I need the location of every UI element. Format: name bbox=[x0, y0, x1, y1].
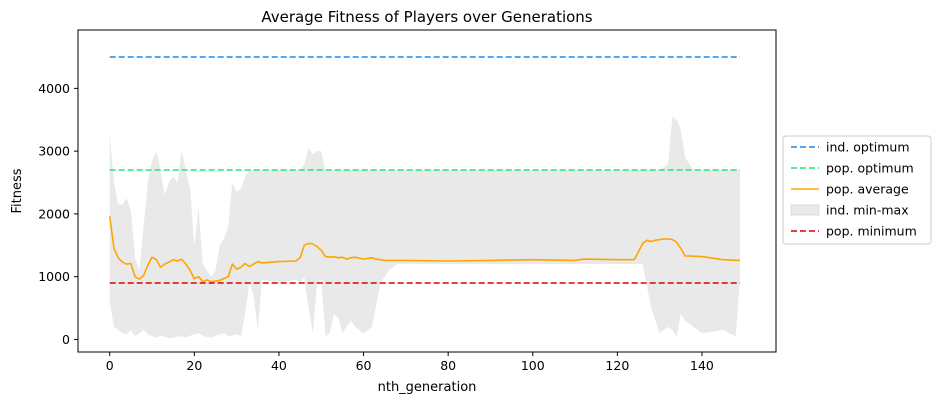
legend-swatch bbox=[790, 204, 820, 216]
y-axis: 0 1000 2000 3000 4000 bbox=[38, 81, 78, 347]
x-axis-label: nth_generation bbox=[378, 380, 477, 395]
series-ind-min-max-band bbox=[109, 116, 740, 339]
legend-label: ind. optimum bbox=[826, 140, 910, 155]
legend-item-ind-optimum: ind. optimum bbox=[791, 140, 910, 155]
y-tick-label: 3000 bbox=[38, 144, 70, 159]
legend: ind. optimum pop. optimum pop. average ind.… bbox=[782, 135, 932, 245]
legend-label: pop. average bbox=[826, 182, 909, 197]
plot-area bbox=[77, 29, 777, 353]
x-tick-label: 120 bbox=[605, 358, 629, 373]
x-tick-label: 140 bbox=[690, 358, 714, 373]
x-tick-label: 100 bbox=[521, 358, 545, 373]
legend-item-pop-optimum: pop. optimum bbox=[791, 161, 914, 176]
y-tick-label: 2000 bbox=[38, 206, 70, 221]
x-tick-label: 40 bbox=[271, 358, 287, 373]
y-tick-label: 4000 bbox=[38, 81, 70, 96]
legend-item-ind-min-max: ind. min-max bbox=[790, 203, 909, 218]
x-tick-label: 20 bbox=[186, 358, 202, 373]
legend-frame bbox=[782, 135, 932, 245]
x-tick-label: 60 bbox=[356, 358, 372, 373]
legend-label: ind. min-max bbox=[826, 203, 909, 218]
legend-label: pop. minimum bbox=[826, 224, 917, 239]
y-tick-label: 1000 bbox=[38, 269, 70, 284]
x-tick-label: 80 bbox=[440, 358, 456, 373]
legend-label: pop. optimum bbox=[826, 161, 914, 176]
legend-item-pop-minimum: pop. minimum bbox=[791, 224, 917, 239]
y-tick-label: 0 bbox=[62, 332, 70, 347]
x-tick-label: 0 bbox=[106, 358, 114, 373]
chart-title: Average Fitness of Players over Generati… bbox=[261, 8, 592, 26]
plot-frame bbox=[77, 29, 777, 353]
x-axis: 0 20 40 60 80 100 120 140 bbox=[106, 352, 714, 373]
series-pop-average-line bbox=[108, 216, 741, 283]
legend-item-pop-average: pop. average bbox=[791, 182, 909, 197]
y-axis-label: Fitness bbox=[10, 168, 25, 213]
